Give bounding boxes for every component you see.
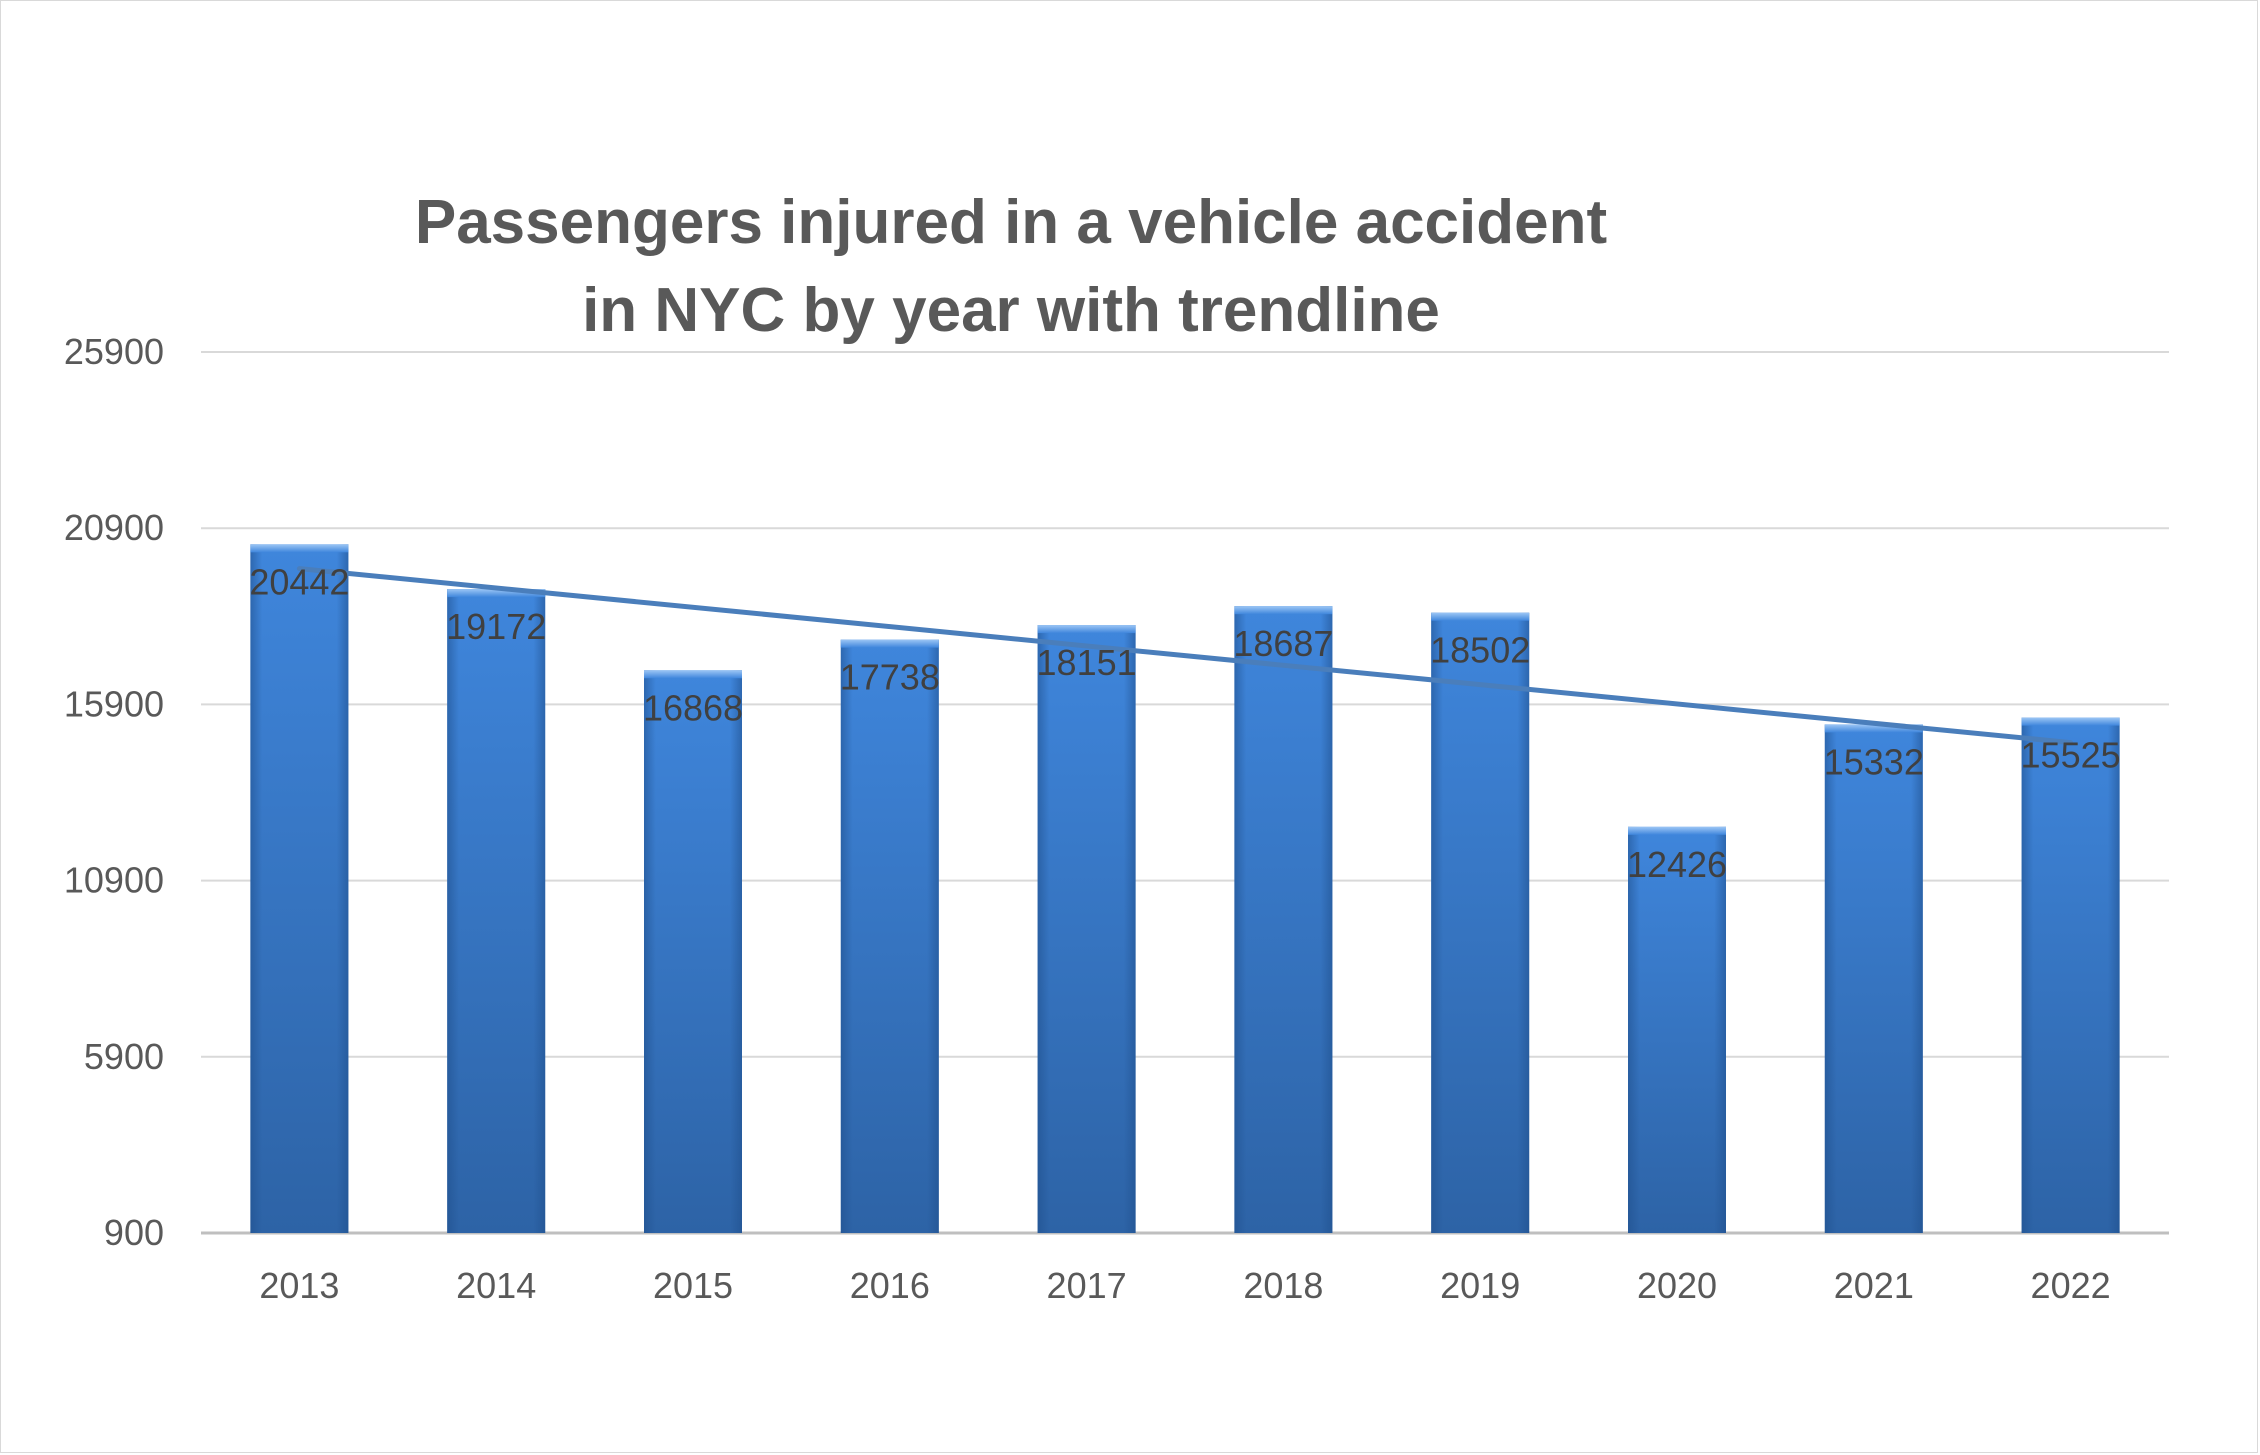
bar-highlight: [1628, 826, 1726, 835]
bar-shading: [840, 639, 939, 1233]
bar-highlight: [1824, 724, 1923, 733]
x-tick-label: 2017: [1047, 1265, 1127, 1306]
bar-shading: [250, 544, 349, 1233]
x-tick-label: 2021: [1834, 1265, 1914, 1306]
x-tick-label: 2018: [1243, 1265, 1323, 1306]
bar-2019: [1431, 612, 1530, 1233]
bar-shading: [1628, 826, 1726, 1233]
bar-highlight: [447, 589, 546, 598]
bar-shading: [1234, 606, 1333, 1233]
bar-shading: [1824, 724, 1923, 1233]
data-label: 18687: [1233, 623, 1333, 664]
bar-shading: [2021, 717, 2120, 1233]
bar-shading: [644, 670, 742, 1233]
bar-shading: [1037, 625, 1136, 1233]
x-tick-label: 2014: [456, 1265, 536, 1306]
bar-2016: [840, 639, 939, 1233]
y-tick-label: 5900: [84, 1036, 164, 1077]
x-tick-label: 2013: [259, 1265, 339, 1306]
bar-highlight: [2021, 717, 2120, 726]
bar-shading: [1431, 612, 1530, 1233]
bar-2020: [1628, 826, 1726, 1233]
data-label: 18502: [1430, 630, 1530, 671]
data-label: 12426: [1627, 844, 1727, 885]
bar-2013: [250, 544, 349, 1233]
bar-highlight: [250, 544, 349, 553]
bar-highlight: [840, 639, 939, 648]
bar-highlight: [1037, 625, 1136, 634]
bar-2018: [1234, 606, 1333, 1233]
x-tick-label: 2020: [1637, 1265, 1717, 1306]
bar-highlight: [644, 670, 742, 679]
y-tick-label: 20900: [64, 507, 164, 548]
data-label: 15525: [2021, 735, 2121, 776]
y-tick-label: 25900: [64, 331, 164, 372]
x-tick-label: 2015: [653, 1265, 733, 1306]
trendline: [296, 566, 2074, 746]
chart-title: Passengers injured in a vehicle accident…: [414, 188, 1608, 345]
data-label: 15332: [1824, 741, 1924, 782]
bar-2014: [447, 589, 546, 1233]
bar-2022: [2021, 717, 2120, 1233]
bar-2017: [1037, 625, 1136, 1233]
bar-highlight: [1234, 606, 1333, 615]
y-tick-label: 900: [104, 1212, 164, 1253]
data-label: 19172: [446, 606, 546, 647]
x-tick-label: 2016: [850, 1265, 930, 1306]
bar-shading: [447, 589, 546, 1233]
x-tick-label: 2019: [1440, 1265, 1520, 1306]
bar-2021: [1824, 724, 1923, 1233]
data-label: 20442: [249, 561, 349, 602]
bar-highlight: [1431, 612, 1530, 621]
data-label: 17738: [840, 657, 940, 698]
y-tick-label: 15900: [64, 683, 164, 724]
data-label: 18151: [1037, 642, 1137, 683]
data-label: 16868: [643, 687, 743, 728]
x-tick-label: 2022: [2031, 1265, 2111, 1306]
y-tick-label: 10900: [64, 860, 164, 901]
bar-2015: [644, 670, 742, 1233]
